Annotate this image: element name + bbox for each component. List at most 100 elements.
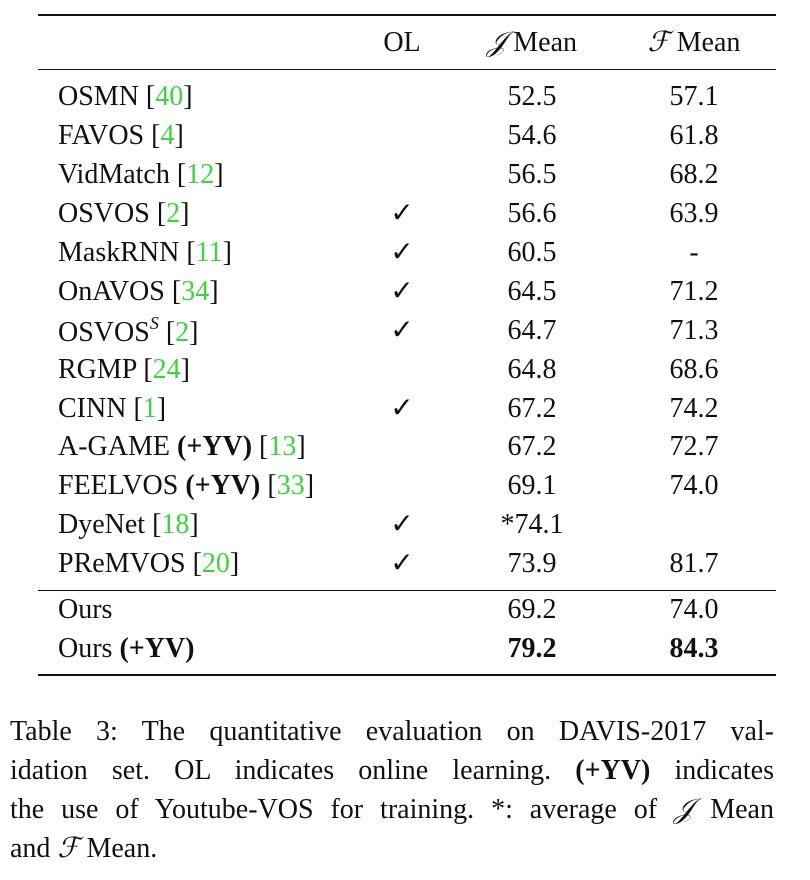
caption-line-3: the use of Youtube-VOS for training. *: … — [10, 790, 774, 829]
method-superscript: S — [149, 313, 159, 334]
f-mean-cell: 63.9 — [669, 198, 719, 230]
f-symbol: ℱ — [647, 26, 670, 58]
citation-link: 40 — [155, 81, 184, 113]
method-cell: DyeNet [18] — [58, 509, 199, 541]
ours-row: Ours (+YV) 79.2 84.3 — [38, 629, 776, 668]
method-cell: OSMN [40] — [58, 81, 193, 113]
caption-line-3-end: Mean — [693, 794, 774, 825]
table-row: OSMN [40] 52.5 57.1 — [38, 78, 776, 117]
caption-line-2: idation set. OL indicates online learnin… — [10, 751, 774, 790]
citation-link: 24 — [152, 353, 181, 385]
table-row: MaskRNN [11] ✓ 60.5 - — [38, 234, 776, 273]
j-mean-cell: 64.7 — [507, 314, 557, 346]
f-mean-cell: 57.1 — [669, 81, 719, 113]
method-suffix: (+YV) — [177, 431, 253, 463]
checkmark-icon: ✓ — [390, 198, 414, 230]
table-row: FAVOS [4] 54.6 61.8 — [38, 117, 776, 156]
header-j-mean: 𝒥 Mean — [452, 26, 612, 58]
method-name: VidMatch — [58, 159, 170, 191]
caption-line-1: Table 3: The quantitative evaluation on … — [10, 716, 774, 747]
j-mean-cell: 64.8 — [507, 353, 557, 385]
method-name: A-GAME — [58, 431, 170, 463]
method-name: DyeNet — [58, 509, 146, 541]
f-mean-cell: 71.2 — [669, 275, 719, 307]
checkmark-icon: ✓ — [390, 548, 414, 580]
j-mean-label: Mean — [506, 26, 578, 58]
method-name: OnAVOS — [58, 275, 165, 307]
checkmark-icon: ✓ — [390, 509, 414, 541]
citation-link: 20 — [201, 548, 230, 580]
citation-link: 13 — [268, 431, 297, 463]
header-f-mean: ℱ Mean — [612, 26, 776, 58]
citation-link: 4 — [160, 120, 175, 152]
citation-link: 2 — [166, 198, 181, 230]
method-suffix: (+YV) — [119, 632, 195, 664]
j-mean-cell: 64.5 — [507, 275, 557, 307]
ours-row: Ours 69.2 74.0 — [38, 591, 776, 630]
checkmark-icon: ✓ — [390, 392, 414, 424]
caption-line-4-start: and — [10, 833, 58, 864]
j-mean-cell: 56.6 — [507, 198, 557, 230]
method-name: CINN — [58, 392, 127, 424]
j-mean-cell: 67.2 — [507, 392, 557, 424]
citation-link: 18 — [161, 509, 190, 541]
checkmark-icon: ✓ — [390, 237, 414, 268]
f-mean-cell: 61.8 — [669, 120, 719, 152]
f-mean-cell: 72.7 — [669, 431, 719, 463]
caption-line-2-end: indicates — [650, 755, 774, 786]
j-mean-cell: 73.9 — [507, 548, 557, 580]
table-row: OnAVOS [34] ✓ 64.5 71.2 — [38, 272, 776, 311]
f-mean-cell: - — [689, 237, 699, 268]
method-name: Ours — [58, 632, 113, 664]
j-mean-cell: 54.6 — [507, 120, 557, 152]
f-mean-cell: 68.6 — [669, 353, 719, 385]
f-mean-cell: 84.3 — [669, 632, 719, 664]
j-symbol: 𝒥 — [486, 26, 507, 58]
j-mean-cell: 69.2 — [507, 594, 557, 626]
method-cell: Ours — [38, 596, 352, 624]
method-name: MaskRNN — [58, 237, 180, 268]
j-mean-cell: 69.1 — [507, 470, 557, 502]
j-mean-cell: 56.5 — [507, 159, 557, 191]
table-row: VidMatch [12] 56.5 68.2 — [38, 156, 776, 195]
method-name: OSVOS — [58, 198, 150, 230]
method-cell: FEELVOS (+YV) [33] — [58, 470, 315, 502]
table-row: RGMP [24] 64.8 68.6 — [38, 350, 776, 389]
method-cell: RGMP [24] — [58, 353, 190, 385]
method-cell: OnAVOS [34] — [58, 275, 219, 307]
top-rule — [38, 14, 776, 16]
table-caption: Table 3: The quantitative evaluation on … — [10, 712, 774, 868]
citation-link: 11 — [195, 237, 223, 268]
table-row: OSVOSS [2] ✓ 64.7 71.3 — [38, 311, 776, 350]
j-mean-cell: 52.5 — [507, 81, 557, 113]
caption-line-4: and ℱ Mean. — [10, 829, 774, 868]
table-row: OSVOS [2] ✓ 56.6 63.9 — [38, 195, 776, 234]
method-cell: MaskRNN [11] — [58, 237, 232, 268]
method-cell: OSVOS [2] — [58, 198, 190, 230]
method-cell: FAVOS [4] — [58, 120, 184, 152]
header-ol: OL — [383, 26, 421, 58]
table-row: FEELVOS (+YV) [33] 69.1 74.0 — [38, 467, 776, 506]
method-name: FEELVOS — [58, 470, 179, 502]
method-suffix: (+YV) — [185, 470, 261, 502]
table-row: DyeNet [18] ✓ *74.1 — [38, 506, 776, 545]
checkmark-icon: ✓ — [390, 314, 414, 346]
f-mean-cell: 74.0 — [669, 470, 719, 502]
caption-yv-bold: (+YV) — [575, 755, 651, 786]
method-cell: VidMatch [12] — [58, 159, 224, 191]
method-name: PReMVOS — [58, 548, 186, 580]
method-cell: OSVOSS [2] — [58, 313, 199, 349]
f-mean-cell: 74.2 — [669, 392, 719, 424]
citation-link: 1 — [142, 392, 157, 424]
j-mean-cell: 79.2 — [507, 632, 557, 664]
bottom-rule — [38, 674, 776, 677]
ours-section: Ours 69.2 74.0 Ours (+YV) 79.2 84.3 — [38, 591, 776, 669]
f-mean-cell: 71.3 — [669, 314, 719, 346]
citation-link: 34 — [181, 275, 210, 307]
header-rule — [38, 69, 776, 70]
j-mean-cell: 60.5 — [507, 237, 557, 268]
mid-rule — [38, 589, 776, 591]
method-name: Ours — [58, 594, 113, 626]
table-row: A-GAME (+YV) [13] 67.2 72.7 — [38, 428, 776, 467]
f-mean-cell: 81.7 — [669, 548, 719, 580]
